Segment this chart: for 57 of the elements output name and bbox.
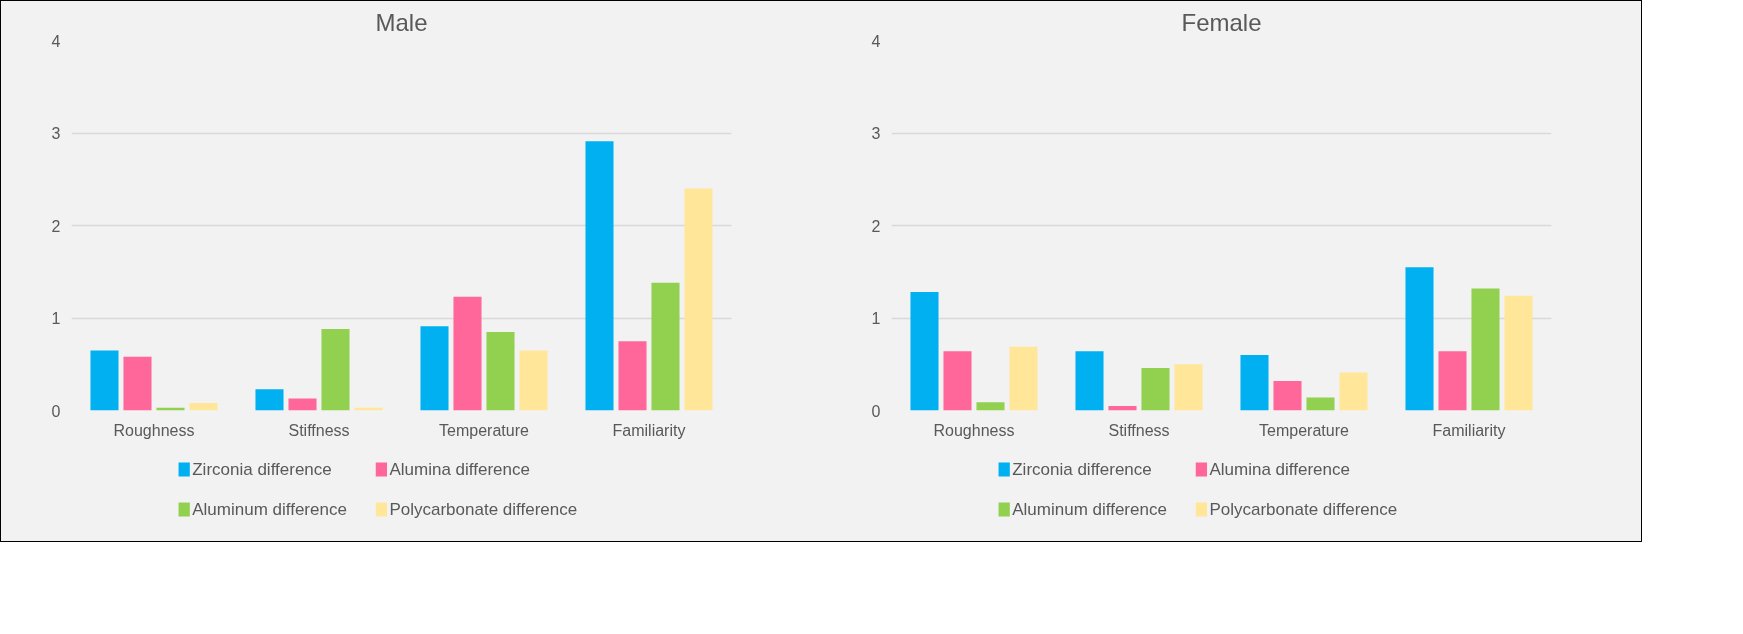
bar bbox=[1471, 288, 1500, 411]
bar bbox=[189, 403, 218, 411]
y-tick-label: 0 bbox=[871, 402, 881, 420]
bar bbox=[1306, 397, 1335, 411]
legend-label: Aluminum difference bbox=[192, 500, 347, 519]
bar bbox=[1141, 367, 1170, 411]
legend-label: Alumina difference bbox=[1209, 460, 1350, 479]
bar bbox=[1075, 351, 1104, 411]
y-tick-label: 4 bbox=[871, 32, 881, 50]
legend-label: Zirconia difference bbox=[192, 460, 332, 479]
y-tick-label: 3 bbox=[51, 125, 61, 142]
y-tick-label: 1 bbox=[51, 310, 61, 327]
bar bbox=[1273, 380, 1302, 411]
legend-label: Polycarbonate difference bbox=[1209, 500, 1398, 519]
x-tick-label: Familiarity bbox=[612, 421, 686, 439]
bar bbox=[651, 282, 680, 411]
x-tick-label: Temperature bbox=[439, 421, 530, 439]
bar bbox=[453, 296, 482, 411]
bar bbox=[1504, 295, 1533, 411]
bar bbox=[1438, 351, 1467, 411]
legend-label: Aluminum difference bbox=[1012, 500, 1167, 519]
bar bbox=[943, 351, 972, 411]
bar bbox=[1339, 372, 1368, 411]
y-tick-label: 1 bbox=[871, 310, 881, 327]
bar bbox=[486, 331, 515, 411]
bar bbox=[255, 389, 284, 411]
bar bbox=[1174, 364, 1203, 411]
bar bbox=[976, 402, 1005, 411]
legend-label: Alumina difference bbox=[389, 460, 530, 479]
x-tick-label: Stiffness bbox=[288, 421, 350, 439]
y-tick-label: 4 bbox=[51, 32, 61, 50]
bar bbox=[321, 329, 350, 411]
bar bbox=[910, 292, 939, 411]
y-tick-label: 3 bbox=[871, 125, 881, 142]
bar bbox=[618, 341, 647, 411]
y-tick-label: 2 bbox=[51, 217, 61, 235]
bar bbox=[90, 350, 119, 411]
bar bbox=[519, 350, 548, 411]
legend-label: Polycarbonate difference bbox=[389, 500, 578, 519]
bar bbox=[288, 398, 317, 411]
bar bbox=[420, 326, 449, 411]
x-tick-label: Familiarity bbox=[1432, 421, 1506, 439]
bar bbox=[585, 141, 614, 411]
bar bbox=[1240, 355, 1269, 411]
y-tick-label: 0 bbox=[51, 402, 61, 420]
bar bbox=[123, 356, 152, 411]
x-tick-label: Roughness bbox=[933, 421, 1015, 439]
y-tick-label: 2 bbox=[871, 217, 881, 235]
chart-title: Female bbox=[1181, 8, 1262, 36]
bar bbox=[684, 188, 713, 411]
x-tick-label: Stiffness bbox=[1108, 421, 1170, 439]
bar bbox=[1009, 346, 1038, 411]
chart-title: Male bbox=[375, 8, 428, 36]
x-tick-label: Roughness bbox=[113, 421, 195, 439]
legend-label: Zirconia difference bbox=[1012, 460, 1152, 479]
x-tick-label: Temperature bbox=[1259, 421, 1350, 439]
bar bbox=[1405, 267, 1434, 411]
